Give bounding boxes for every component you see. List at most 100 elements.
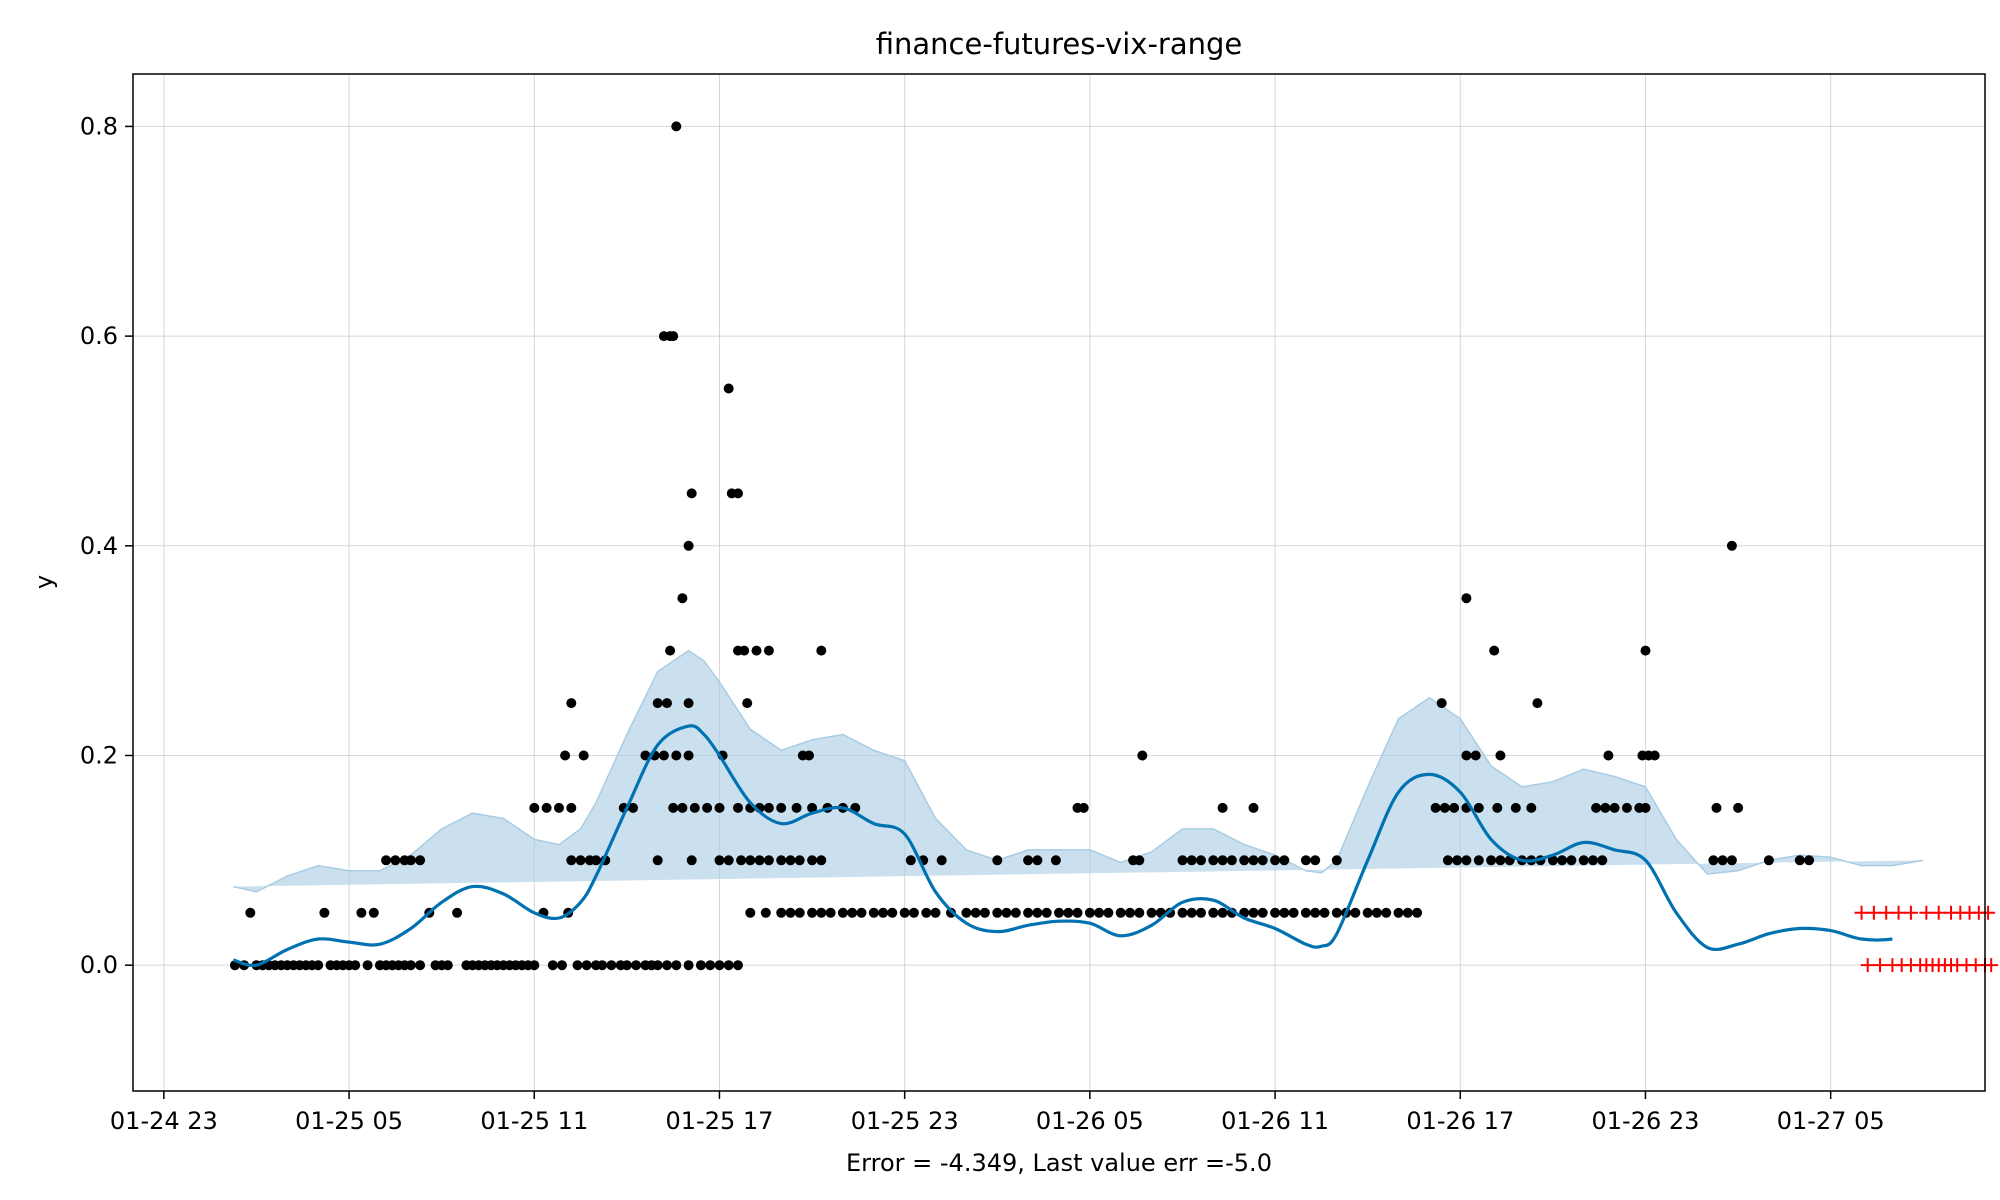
observed-point xyxy=(733,802,743,813)
observed-point xyxy=(1439,802,1450,813)
observed-point xyxy=(362,960,373,971)
y-axis-ticks: 0.0 0.2 0.4 0.6 0.8 xyxy=(80,112,133,979)
observed-point xyxy=(390,855,401,866)
y-tick-label: 0.2 xyxy=(80,741,118,769)
observed-point xyxy=(1621,802,1632,813)
x-tick-label: 01-26 05 xyxy=(1036,1107,1144,1135)
observed-point xyxy=(992,855,1003,866)
observed-point xyxy=(754,855,765,866)
observed-point xyxy=(1708,855,1719,866)
observed-point xyxy=(739,645,750,656)
observed-point xyxy=(683,540,694,551)
observed-point xyxy=(1032,907,1043,918)
observed-point xyxy=(1495,855,1506,866)
observed-point xyxy=(541,802,552,813)
observed-point xyxy=(1186,855,1197,866)
observed-point xyxy=(686,488,697,499)
observed-point xyxy=(658,750,669,761)
observed-point xyxy=(554,802,564,813)
observed-point xyxy=(1208,907,1219,918)
observed-point xyxy=(1310,907,1321,918)
observed-point xyxy=(807,855,818,866)
observed-point xyxy=(1041,907,1052,918)
observed-point xyxy=(529,802,540,813)
observed-point xyxy=(1726,540,1737,551)
observed-point xyxy=(745,855,756,866)
observed-point xyxy=(1532,698,1543,709)
observed-point xyxy=(1196,855,1206,866)
observed-point xyxy=(405,960,416,971)
observed-point xyxy=(1566,855,1577,866)
observed-point xyxy=(1393,907,1404,918)
observed-point xyxy=(763,855,774,866)
observed-point xyxy=(837,907,848,918)
observed-point xyxy=(652,698,663,709)
x-tick-label: 01-27 05 xyxy=(1777,1107,1885,1135)
test-point xyxy=(1879,905,1894,920)
observed-point xyxy=(1461,593,1472,604)
x-tick-label: 01-25 11 xyxy=(480,1107,588,1135)
observed-point xyxy=(868,907,879,918)
observed-point xyxy=(745,907,756,918)
observed-point xyxy=(319,907,330,918)
observed-point xyxy=(733,488,743,499)
observed-point xyxy=(652,960,663,971)
observed-point xyxy=(1084,907,1095,918)
observed-point xyxy=(1591,802,1602,813)
observed-point xyxy=(1319,907,1330,918)
observed-point xyxy=(714,802,725,813)
plot-frame xyxy=(132,73,1986,1092)
test-point xyxy=(1981,905,1996,920)
observed-point xyxy=(557,960,567,971)
observed-point xyxy=(899,907,910,918)
observed-point xyxy=(776,907,787,918)
test-point xyxy=(1873,958,1888,973)
observed-point xyxy=(1196,907,1206,918)
observed-point xyxy=(1492,802,1503,813)
observed-point xyxy=(1270,907,1281,918)
observed-point xyxy=(313,960,324,971)
test-point xyxy=(1891,905,1906,920)
observed-point xyxy=(665,645,676,656)
uncertainty-band-area xyxy=(233,649,1924,893)
observed-point xyxy=(1495,750,1506,761)
observed-point xyxy=(621,960,632,971)
observed-point xyxy=(1134,855,1145,866)
observed-point xyxy=(1001,907,1012,918)
observed-point xyxy=(1557,855,1568,866)
x-tick-label: 01-24 23 xyxy=(110,1107,218,1135)
y-tick-label: 0.6 xyxy=(80,322,118,350)
observed-point xyxy=(816,907,827,918)
observed-point xyxy=(1115,907,1126,918)
test-points xyxy=(1854,905,1999,973)
observed-point xyxy=(1473,855,1484,866)
observed-point xyxy=(1300,855,1311,866)
observed-point xyxy=(1010,907,1021,918)
observed-point xyxy=(1510,802,1521,813)
observed-point xyxy=(628,802,638,813)
observed-point xyxy=(1239,855,1250,866)
observed-point xyxy=(905,855,916,866)
observed-point xyxy=(825,907,836,918)
observed-point xyxy=(1103,907,1114,918)
observed-point xyxy=(668,802,679,813)
observed-point xyxy=(1381,907,1392,918)
observed-point xyxy=(668,331,679,342)
observed-point xyxy=(705,960,716,971)
test-point xyxy=(1854,905,1869,920)
test-point xyxy=(1860,958,1875,973)
observed-point xyxy=(847,907,858,918)
observed-point xyxy=(677,593,688,604)
observed-point xyxy=(381,855,392,866)
observed-point xyxy=(245,907,256,918)
observed-point xyxy=(1733,802,1744,813)
observed-point xyxy=(930,907,941,918)
observed-point xyxy=(723,960,734,971)
chart-title: finance-futures-vix-range xyxy=(876,27,1242,61)
observed-point xyxy=(1763,855,1774,866)
x-tick-label: 01-25 05 xyxy=(295,1107,403,1135)
observed-point xyxy=(1711,802,1722,813)
grid-lines xyxy=(133,74,1985,1091)
observed-point xyxy=(1032,855,1043,866)
observed-point xyxy=(652,855,663,866)
